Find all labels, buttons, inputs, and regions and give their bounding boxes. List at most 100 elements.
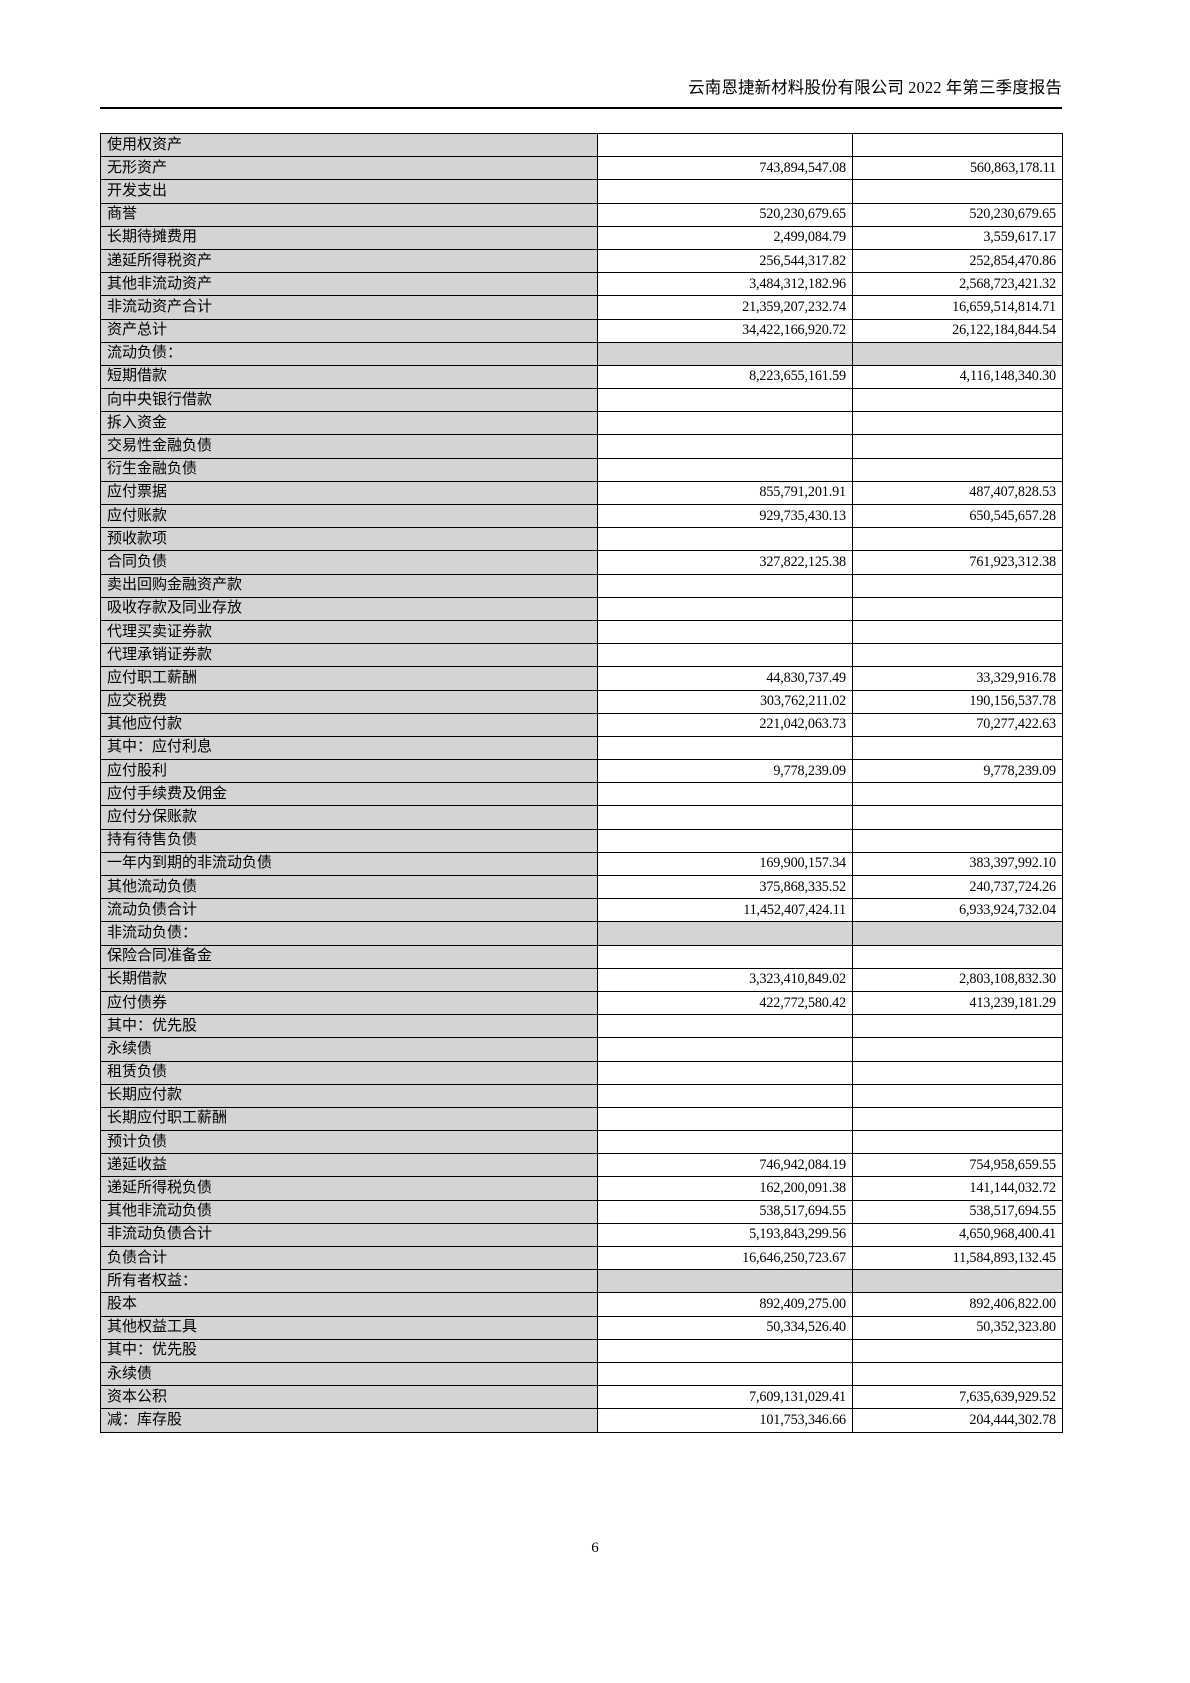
table-row: 长期借款 3,323,410,849.02 2,803,108,832.30 xyxy=(100,967,1063,992)
row-label: 负债合计 xyxy=(100,1245,598,1271)
table-row: 其中：优先股 xyxy=(100,1338,1063,1363)
row-value-prior-period xyxy=(852,411,1063,436)
row-value-current-period xyxy=(597,643,853,668)
row-value-prior-period xyxy=(852,1083,1063,1108)
row-value-current-period xyxy=(597,1106,853,1132)
row-value-current-period: 892,409,275.00 xyxy=(597,1292,853,1317)
row-label: 吸收存款及同业存放 xyxy=(100,596,598,621)
table-row: 应付职工薪酬 44,830,737.49 33,329,916.78 xyxy=(100,666,1063,691)
row-value-prior-period: 2,568,723,421.32 xyxy=(852,272,1063,297)
table-row: 保险合同准备金 xyxy=(100,944,1063,969)
row-value-current-period: 101,753,346.66 xyxy=(597,1408,853,1433)
row-label: 保险合同准备金 xyxy=(100,944,598,969)
row-value-current-period xyxy=(597,132,853,158)
table-row: 应付债券 422,772,580.42 413,239,181.29 xyxy=(100,990,1063,1016)
row-value-current-period: 44,830,737.49 xyxy=(597,666,853,691)
row-value-current-period: 16,646,250,723.67 xyxy=(597,1245,853,1271)
table-row: 租赁负债 xyxy=(100,1060,1063,1085)
row-value-prior-period: 383,397,992.10 xyxy=(852,851,1063,877)
row-value-current-period: 34,422,166,920.72 xyxy=(597,318,853,343)
table-row: 股本 892,409,275.00 892,406,822.00 xyxy=(100,1292,1063,1317)
row-value-prior-period xyxy=(852,828,1063,853)
table-row: 递延所得税资产 256,544,317.82 252,854,470.86 xyxy=(100,248,1063,274)
table-row: 非流动负债： xyxy=(100,921,1063,946)
table-row: 应付手续费及佣金 xyxy=(100,782,1063,807)
row-value-prior-period xyxy=(852,643,1063,668)
row-label: 合同负债 xyxy=(100,550,598,575)
row-value-prior-period xyxy=(852,1130,1063,1155)
table-row: 衍生金融负债 xyxy=(100,457,1063,482)
table-row: 短期借款 8,223,655,161.59 4,116,148,340.30 xyxy=(100,364,1063,390)
row-value-current-period xyxy=(597,1037,853,1062)
balance-sheet-table-container: 使用权资产 无形资产 743,894,547.08 560,863,178.11 开发支… xyxy=(100,132,1063,1433)
row-value-current-period: 375,868,335.52 xyxy=(597,874,853,900)
balance-sheet-table-body: 使用权资产 无形资产 743,894,547.08 560,863,178.11 开发支… xyxy=(100,132,1063,1433)
row-value-current-period: 5,193,843,299.56 xyxy=(597,1222,853,1248)
table-row: 一年内到期的非流动负债 169,900,157.34 383,397,992.10 xyxy=(100,851,1063,877)
table-row: 资产总计 34,422,166,920.72 26,122,184,844.54 xyxy=(100,318,1063,343)
row-label: 其中：优先股 xyxy=(100,1338,598,1363)
row-value-prior-period xyxy=(852,1361,1063,1387)
table-row: 非流动资产合计 21,359,207,232.74 16,659,514,814.7… xyxy=(100,295,1063,320)
row-value-prior-period xyxy=(852,921,1063,946)
row-value-current-period: 929,735,430.13 xyxy=(597,503,853,529)
row-value-prior-period xyxy=(852,388,1063,413)
row-value-prior-period: 560,863,178.11 xyxy=(852,156,1063,181)
row-value-current-period xyxy=(597,596,853,621)
table-row: 负债合计 16,646,250,723.67 11,584,893,132.45 xyxy=(100,1245,1063,1271)
row-label: 非流动资产合计 xyxy=(100,295,598,320)
row-value-prior-period: 7,635,639,929.52 xyxy=(852,1385,1063,1410)
row-value-current-period: 169,900,157.34 xyxy=(597,851,853,877)
row-label: 预收款项 xyxy=(100,527,598,552)
row-value-current-period: 746,942,084.19 xyxy=(597,1153,853,1178)
row-value-current-period: 303,762,211.02 xyxy=(597,689,853,714)
row-value-current-period: 221,042,063.73 xyxy=(597,712,853,737)
row-value-prior-period: 520,230,679.65 xyxy=(852,202,1063,227)
row-value-current-period xyxy=(597,1338,853,1363)
table-row: 其他非流动资产 3,484,312,182.96 2,568,723,421.32 xyxy=(100,272,1063,297)
row-value-prior-period: 204,444,302.78 xyxy=(852,1408,1063,1433)
row-label: 使用权资产 xyxy=(100,132,598,158)
row-value-current-period: 2,499,084.79 xyxy=(597,225,853,250)
table-row: 其他权益工具 50,334,526.40 50,352,323.80 xyxy=(100,1315,1063,1340)
row-label: 应付债券 xyxy=(100,990,598,1016)
row-label: 长期借款 xyxy=(100,967,598,992)
table-row: 拆入资金 xyxy=(100,411,1063,436)
row-value-prior-period: 4,650,968,400.41 xyxy=(852,1222,1063,1248)
row-label: 资产总计 xyxy=(100,318,598,343)
row-label: 其他非流动资产 xyxy=(100,272,598,297)
row-value-prior-period: 50,352,323.80 xyxy=(852,1315,1063,1340)
row-label: 非流动负债： xyxy=(100,921,598,946)
table-row: 使用权资产 xyxy=(100,132,1063,158)
row-label: 开发支出 xyxy=(100,179,598,204)
row-label: 应付股利 xyxy=(100,759,598,784)
row-value-prior-period xyxy=(852,1037,1063,1062)
row-label: 应交税费 xyxy=(100,689,598,714)
row-value-current-period: 422,772,580.42 xyxy=(597,990,853,1016)
row-label: 持有待售负债 xyxy=(100,828,598,853)
row-value-current-period xyxy=(597,434,853,459)
row-value-current-period: 3,484,312,182.96 xyxy=(597,272,853,297)
row-value-current-period xyxy=(597,735,853,761)
row-value-prior-period: 2,803,108,832.30 xyxy=(852,967,1063,992)
table-row: 其中：优先股 xyxy=(100,1014,1063,1039)
row-label: 所有者权益： xyxy=(100,1269,598,1294)
row-value-current-period xyxy=(597,805,853,830)
row-value-current-period: 162,200,091.38 xyxy=(597,1176,853,1201)
row-value-prior-period xyxy=(852,1338,1063,1363)
row-label: 一年内到期的非流动负债 xyxy=(100,851,598,877)
row-value-current-period: 3,323,410,849.02 xyxy=(597,967,853,992)
table-row: 开发支出 xyxy=(100,179,1063,204)
row-value-current-period: 7,609,131,029.41 xyxy=(597,1385,853,1410)
table-row: 所有者权益： xyxy=(100,1269,1063,1294)
row-value-prior-period: 4,116,148,340.30 xyxy=(852,364,1063,390)
header-rule xyxy=(100,107,1062,109)
table-row: 其他应付款 221,042,063.73 70,277,422.63 xyxy=(100,712,1063,737)
running-header-title: 云南恩捷新材料股份有限公司 2022 年第三季度报告 xyxy=(688,78,1062,97)
row-value-prior-period xyxy=(852,944,1063,969)
row-value-current-period xyxy=(597,388,853,413)
row-value-prior-period xyxy=(852,1014,1063,1039)
row-value-current-period: 9,778,239.09 xyxy=(597,759,853,784)
row-label: 租赁负债 xyxy=(100,1060,598,1085)
table-row: 流动负债合计 11,452,407,424.11 6,933,924,732.04 xyxy=(100,898,1063,923)
